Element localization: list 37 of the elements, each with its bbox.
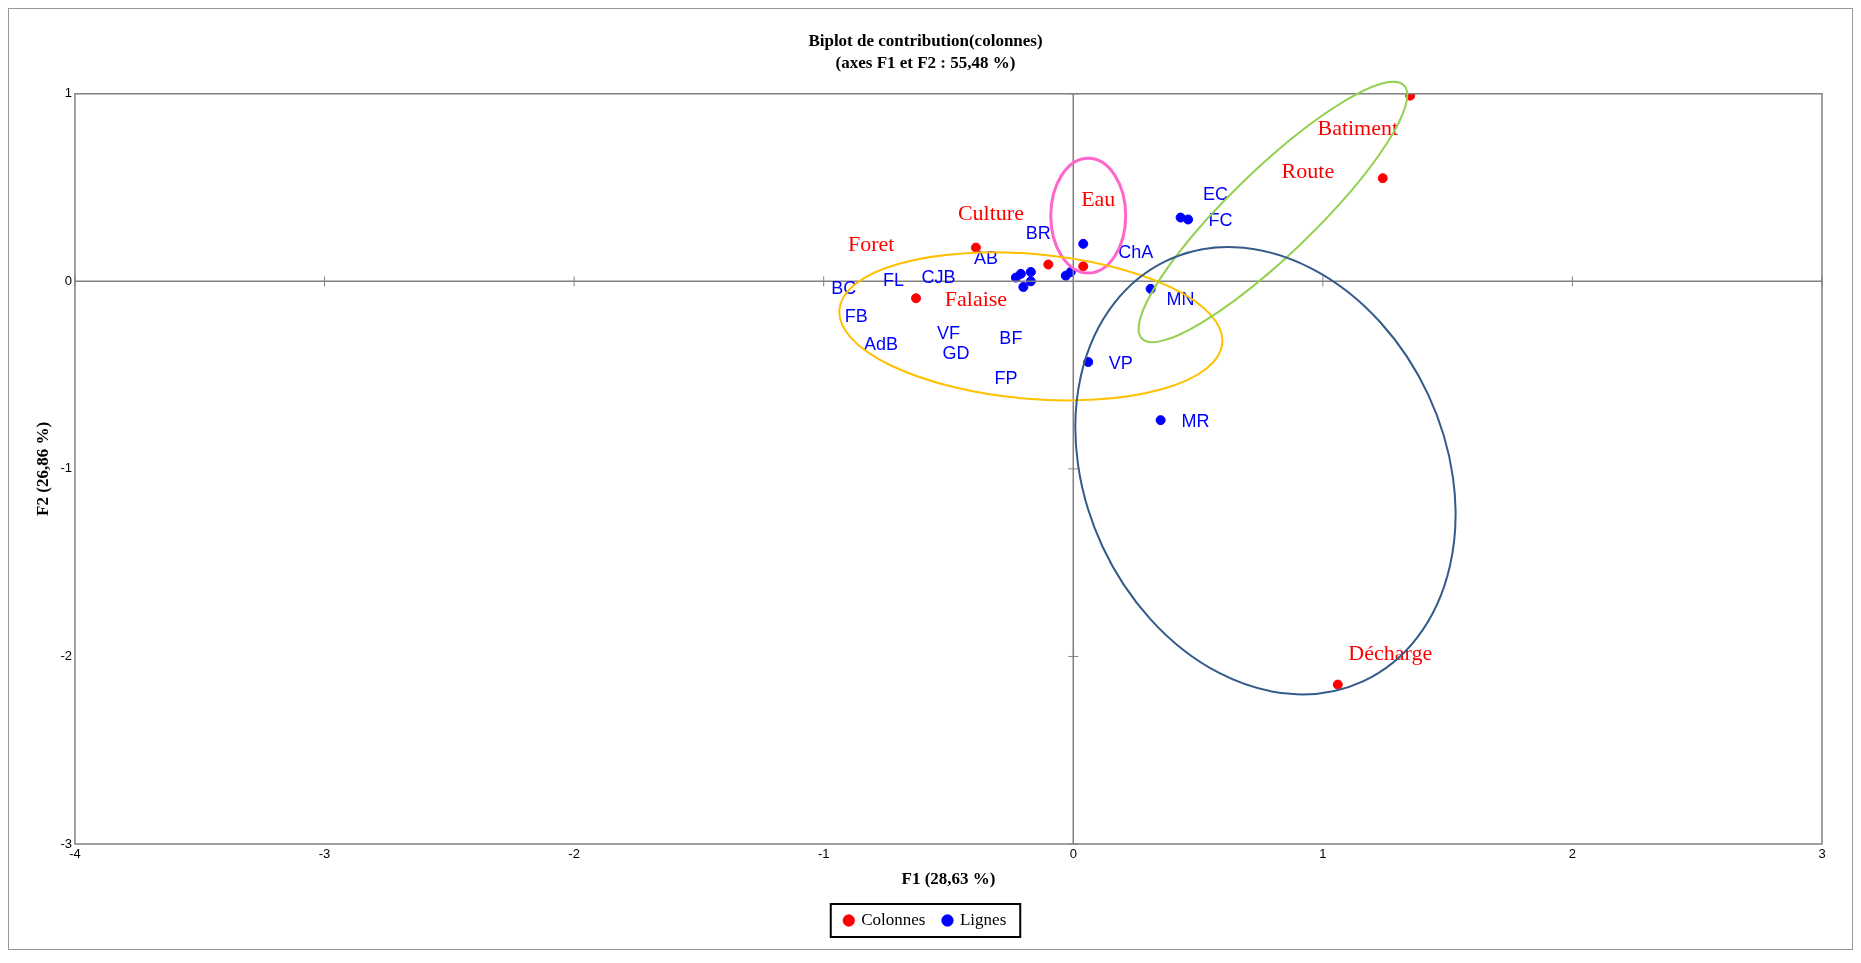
annotation: BF [999, 328, 1023, 349]
y-axis-title: F2 (26,86 %) [32, 421, 52, 516]
y-tick-label: 1 [64, 85, 72, 101]
annotation: ChA [1118, 242, 1154, 263]
chart-subtitle: (axes F1 et F2 : 55,48 %) [835, 52, 1016, 72]
chart-title: Biplot de contribution(colonnes) [808, 30, 1043, 50]
annotation: BR [1025, 223, 1051, 244]
annotation: Falaise [944, 285, 1008, 311]
x-axis-title: F1 (28,63 %) [901, 869, 996, 889]
annotation: Culture [957, 199, 1024, 225]
legend-label: Colonnes [861, 909, 926, 929]
x-tick-label: 3 [1818, 846, 1826, 862]
annotation: CJB [921, 266, 956, 287]
annotation: FC [1208, 210, 1233, 231]
x-tick-label: -2 [568, 846, 580, 862]
annotation: MR [1181, 410, 1210, 431]
annotation: Route [1281, 158, 1335, 184]
annotation: FL [883, 270, 905, 291]
legend-label: Lignes [959, 909, 1007, 929]
x-tick-label: 1 [1319, 846, 1327, 862]
annotation: VP [1108, 352, 1133, 373]
y-tick-label: -2 [60, 648, 72, 664]
y-tick-label: -1 [60, 460, 72, 476]
annotation: Eau [1081, 186, 1116, 212]
annotation: FB [844, 305, 868, 326]
y-tick-label: -3 [60, 835, 72, 851]
annotation: EC [1203, 184, 1229, 205]
annotation: VF [936, 322, 960, 343]
x-tick-label: 2 [1568, 846, 1577, 862]
annotation: FP [994, 367, 1018, 388]
annotation: Foret [847, 231, 895, 257]
x-tick-label: -1 [817, 846, 830, 862]
x-tick-label: -3 [318, 846, 331, 862]
x-tick-label: 0 [1069, 846, 1077, 862]
annotation: AdB [864, 334, 899, 355]
y-tick-label: 0 [64, 272, 72, 288]
annotation: GD [942, 343, 970, 364]
